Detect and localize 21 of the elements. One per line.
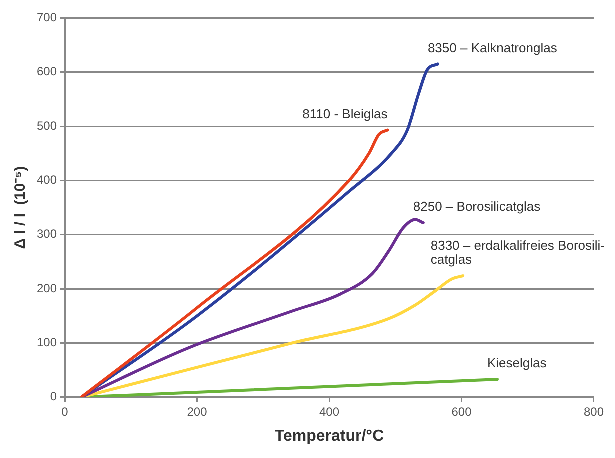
x-tick-label: 600 xyxy=(452,404,472,419)
y-tick-label: 300 xyxy=(36,227,58,242)
y-tick-label: 0 xyxy=(50,390,58,404)
y-tick-label: 400 xyxy=(36,173,58,188)
y-tick-label: 700 xyxy=(36,10,58,25)
series-label: 8110 - Bleiglas xyxy=(302,106,388,122)
series-label: Kieselglas xyxy=(487,356,548,371)
x-tick-label: 400 xyxy=(319,404,340,419)
y-tick-label: 600 xyxy=(36,64,58,79)
x-tick-label: 200 xyxy=(187,404,208,419)
series-label: 8330 – erdalkalifreies Borosili- catglas xyxy=(430,238,606,268)
y-tick-label: 500 xyxy=(36,118,58,133)
y-tick-label: 100 xyxy=(36,336,58,350)
line-series xyxy=(80,128,390,398)
x-tick-label: 800 xyxy=(584,404,604,419)
y-axis-title: Δ l / l (10⁻⁵) xyxy=(12,166,30,250)
y-tick-label: 200 xyxy=(36,281,58,296)
series-label: 8350 – Kalknatronglas xyxy=(428,40,558,56)
x-tick-label: 0 xyxy=(62,404,69,419)
series-label: 8250 – Borosilicatglas xyxy=(413,199,542,214)
x-axis-title: Temperatur/°C xyxy=(274,428,385,445)
